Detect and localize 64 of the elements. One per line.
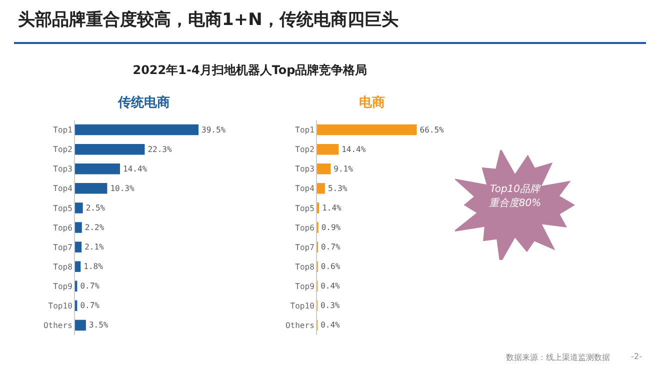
y-tick-label: Top3	[295, 164, 315, 174]
bar	[75, 222, 82, 233]
y-tick-label: Top6	[295, 223, 315, 232]
bar	[75, 144, 145, 155]
chart-title: 电商	[359, 94, 385, 111]
data-label: 1.8%	[84, 262, 104, 272]
text: -2-	[631, 352, 642, 361]
y-tick-label: Top10	[48, 301, 73, 310]
text: Top10品牌重合度80%	[488, 183, 542, 211]
y-tick-label: Top1	[295, 126, 315, 135]
y-tick-label: Top10	[290, 301, 315, 310]
y-tick-label: Others	[43, 321, 73, 330]
text: 头部品牌重合度较高，电商1+N，传统电商四巨头	[18, 9, 398, 31]
y-tick-label: Top3	[53, 164, 73, 174]
y-tick-label: Others	[285, 321, 315, 330]
bar	[75, 242, 82, 252]
bar	[75, 124, 198, 136]
data-label: 66.5%	[420, 125, 444, 134]
bar	[317, 183, 325, 194]
data-label: 5.3%	[328, 184, 348, 193]
source-note: 数据来源：线上渠道监测数据	[506, 352, 610, 363]
bar	[75, 183, 108, 194]
y-tick-label: Top4	[53, 184, 73, 194]
text: 2022年1-4月扫地机器人Top品牌竞争格局	[132, 62, 368, 79]
data-label: 0.7%	[80, 301, 100, 310]
data-label: 0.6%	[320, 262, 340, 272]
y-tick-label: Top5	[53, 204, 73, 213]
chart-title: 传统电商	[116, 94, 170, 111]
y-tick-label: Top2	[295, 145, 315, 154]
y-tick-label: Top8	[53, 262, 73, 272]
bar	[75, 202, 83, 214]
data-label: 2.2%	[84, 223, 104, 232]
y-tick-label: Top5	[295, 204, 315, 213]
bar	[75, 261, 81, 272]
data-label: 0.9%	[321, 223, 341, 232]
y-tick-label: Top6	[53, 223, 73, 232]
data-label: 39.5%	[202, 125, 226, 134]
data-label: 14.4%	[342, 144, 366, 154]
data-label: 0.4%	[320, 320, 340, 330]
data-label: 1.4%	[322, 203, 342, 212]
data-label: 0.7%	[80, 282, 100, 291]
y-tick-label: Top9	[53, 282, 73, 291]
bar	[317, 163, 331, 174]
y-tick-label: Top7	[53, 242, 73, 252]
data-label: 3.5%	[88, 320, 108, 330]
bar	[75, 163, 120, 174]
y-tick-label: Top8	[295, 262, 315, 272]
data-label: 22.3%	[148, 144, 172, 154]
data-label: 2.1%	[84, 242, 104, 252]
bar	[75, 320, 86, 331]
data-label: 9.1%	[334, 164, 354, 174]
data-label: 14.4%	[123, 164, 148, 174]
data-label: 0.7%	[321, 242, 340, 252]
y-tick-label: Top4	[295, 184, 315, 194]
data-label: 0.3%	[320, 301, 340, 310]
y-tick-label: Top1	[53, 126, 73, 135]
data-label: 2.5%	[86, 203, 106, 212]
data-label: 10.3%	[110, 184, 134, 193]
y-tick-label: Top9	[295, 282, 315, 291]
y-tick-label: Top2	[53, 145, 73, 154]
bar	[317, 124, 417, 136]
bar	[317, 144, 339, 155]
y-tick-label: Top7	[295, 242, 315, 252]
data-label: 0.4%	[320, 282, 340, 291]
